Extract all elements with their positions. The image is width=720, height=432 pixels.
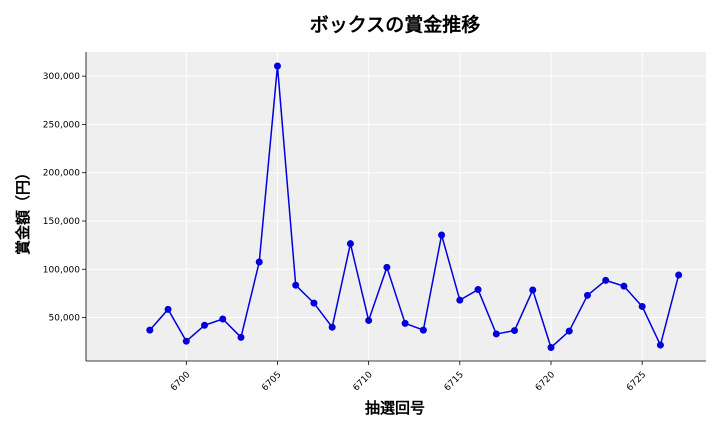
- data-point: [201, 321, 209, 329]
- x-tick-label: 6705: [260, 370, 283, 393]
- data-point: [583, 291, 591, 299]
- data-point: [492, 330, 500, 338]
- x-tick-label: 6715: [443, 370, 466, 393]
- data-point: [656, 341, 664, 349]
- x-tick-label: 6720: [534, 370, 557, 393]
- data-point: [310, 299, 318, 307]
- data-point: [602, 276, 610, 284]
- grid-lines: [86, 52, 706, 361]
- data-point: [565, 327, 573, 335]
- data-point: [365, 316, 373, 324]
- data-point: [383, 263, 391, 271]
- data-point: [164, 305, 172, 313]
- data-point: [474, 286, 482, 294]
- y-tick-label: 250,000: [43, 120, 80, 130]
- series-group: [146, 62, 683, 351]
- data-point: [401, 319, 409, 327]
- y-tick-label: 300,000: [43, 72, 80, 82]
- y-tick-label: 50,000: [49, 314, 81, 324]
- data-point: [346, 240, 354, 248]
- data-point: [255, 258, 263, 266]
- data-point: [620, 282, 628, 290]
- data-point: [675, 271, 683, 279]
- chart-title: ボックスの賞金推移: [310, 13, 480, 36]
- data-point: [511, 327, 519, 335]
- data-point: [328, 323, 336, 331]
- x-tick-label: 6700: [169, 370, 192, 393]
- y-axis-label: 賞金額（円）: [14, 165, 32, 255]
- y-tick-label: 100,000: [43, 265, 80, 275]
- data-point: [456, 296, 464, 304]
- data-point: [182, 337, 190, 345]
- data-point: [292, 281, 300, 289]
- x-axis-label: 抽選回号: [365, 399, 425, 417]
- y-tick-label: 150,000: [43, 217, 80, 227]
- data-point: [529, 286, 537, 294]
- y-tick-label: 200,000: [43, 169, 80, 179]
- data-point: [273, 62, 281, 70]
- series-line: [149, 65, 680, 349]
- data-point: [638, 302, 646, 310]
- plot-area: [86, 52, 706, 361]
- data-point: [146, 326, 154, 334]
- x-tick-label: 6725: [625, 370, 648, 393]
- data-point: [419, 326, 427, 334]
- x-tick-label: 6710: [352, 370, 375, 393]
- data-point: [547, 343, 555, 351]
- data-point: [237, 333, 245, 341]
- data-point: [219, 315, 227, 323]
- data-point: [438, 231, 446, 239]
